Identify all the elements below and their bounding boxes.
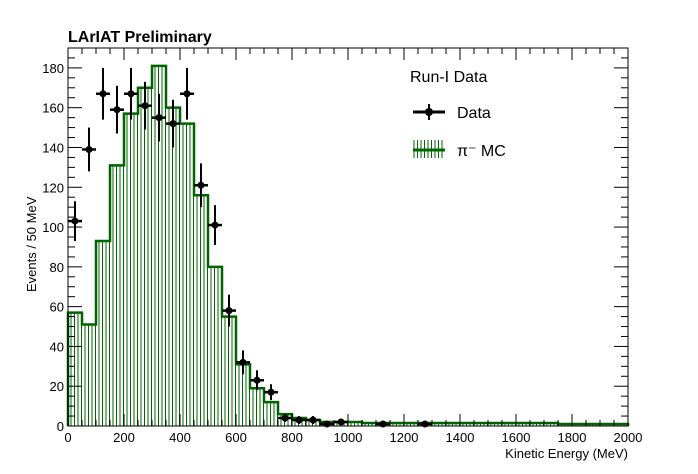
mc-bin-21 xyxy=(362,423,376,426)
data-point-20 xyxy=(376,420,390,428)
data-point-19 xyxy=(334,418,348,426)
data-point-16 xyxy=(292,416,306,425)
x-tick-label: 400 xyxy=(169,430,191,445)
data-point-marker xyxy=(71,217,79,225)
data-point-2 xyxy=(96,67,110,120)
x-tick-label: 1200 xyxy=(390,430,419,445)
data-point-8 xyxy=(180,67,194,120)
mc-bin-13 xyxy=(250,388,264,426)
mc-bin-10 xyxy=(208,266,222,426)
mc-bin-4 xyxy=(124,113,138,426)
x-tick-label: 1600 xyxy=(502,430,531,445)
data-point-13 xyxy=(250,370,264,391)
mc-bin-7 xyxy=(166,107,180,427)
x-axis-title: Kinetic Energy (MeV) xyxy=(505,446,628,461)
data-point-marker xyxy=(309,416,317,424)
data-point-marker xyxy=(169,120,177,128)
y-tick-label: 0 xyxy=(57,419,64,434)
data-point-15 xyxy=(278,414,292,423)
mc-bin-24 xyxy=(404,423,418,426)
chart-title: LArIAT Preliminary xyxy=(68,29,212,46)
data-point-0 xyxy=(68,201,82,241)
mc-bin-26 xyxy=(432,423,558,426)
mc-bin-1 xyxy=(82,324,96,426)
data-point-marker xyxy=(337,418,345,426)
x-axis: 0 200 400 600 800 1000 1200 1400 1600 1800 2000 xyxy=(64,48,642,445)
data-point-marker xyxy=(183,90,191,98)
x-tick-label: 2000 xyxy=(614,430,643,445)
data-point-marker xyxy=(295,416,303,424)
data-point-marker xyxy=(225,307,233,315)
data-point-marker xyxy=(113,106,121,114)
data-point-marker xyxy=(99,90,107,98)
mc-bin-12 xyxy=(236,364,250,426)
data-point-3 xyxy=(110,85,124,134)
y-tick-label: 20 xyxy=(50,379,64,394)
data-point-1 xyxy=(82,127,96,172)
legend-data-marker xyxy=(425,108,433,116)
legend-data-label: Data xyxy=(457,105,491,122)
data-points xyxy=(68,67,432,428)
data-point-marker xyxy=(253,376,261,384)
data-point-14 xyxy=(264,384,278,401)
data-point-12 xyxy=(236,350,250,375)
x-tick-label: 1800 xyxy=(558,430,587,445)
legend-header: Run-I Data xyxy=(410,69,487,86)
y-tick-label: 80 xyxy=(50,260,64,275)
mc-bin-0 xyxy=(68,312,82,426)
y-tick-label: 60 xyxy=(50,300,64,315)
data-point-marker xyxy=(85,145,93,153)
y-tick-label: 40 xyxy=(50,339,64,354)
y-tick-label: 160 xyxy=(42,101,64,116)
data-point-10 xyxy=(208,205,222,245)
data-point-marker xyxy=(267,388,275,396)
x-tick-label: 800 xyxy=(281,430,303,445)
y-axis: 0 20 40 60 80 100 120 140 160 180 xyxy=(42,47,628,434)
data-point-5 xyxy=(138,81,152,130)
mc-bin-9 xyxy=(194,195,208,426)
data-point-marker xyxy=(211,221,219,229)
data-point-marker xyxy=(197,181,205,189)
data-point-marker xyxy=(141,102,149,110)
data-point-marker xyxy=(155,114,163,122)
mc-histogram xyxy=(66,64,630,427)
legend-entry-data: Data xyxy=(413,104,491,122)
x-tick-label: 200 xyxy=(113,430,135,445)
data-point-marker xyxy=(281,414,289,422)
mc-bin-14 xyxy=(264,402,278,426)
mc-bin-2 xyxy=(96,240,110,426)
data-point-marker xyxy=(239,358,247,366)
data-point-11 xyxy=(222,294,236,327)
legend: Run-I Data Data π⁻ MC xyxy=(410,69,506,160)
legend-entry-mc: π⁻ MC xyxy=(413,140,506,160)
y-tick-label: 120 xyxy=(42,180,64,195)
mc-bin-3 xyxy=(110,165,124,426)
y-axis-title: Events / 50 MeV xyxy=(24,196,39,292)
x-tick-label: 0 xyxy=(64,430,71,445)
mc-bin-23 xyxy=(390,423,404,426)
data-point-7 xyxy=(166,99,180,148)
data-point-marker xyxy=(127,90,135,98)
mc-bin-6 xyxy=(152,65,166,426)
data-point-6 xyxy=(152,93,166,142)
mc-bin-20 xyxy=(348,422,362,426)
mc-bin-5 xyxy=(138,87,152,426)
data-point-9 xyxy=(194,163,208,208)
mc-bin-8 xyxy=(180,123,194,426)
mc-bin-11 xyxy=(222,316,236,426)
data-point-4 xyxy=(124,67,138,120)
legend-mc-label: π⁻ MC xyxy=(457,143,506,160)
mc-outline xyxy=(66,64,630,426)
y-tick-label: 180 xyxy=(42,61,64,76)
y-tick-label: 100 xyxy=(42,220,64,235)
x-tick-label: 1000 xyxy=(334,430,363,445)
x-tick-label: 600 xyxy=(225,430,247,445)
x-tick-label: 1400 xyxy=(446,430,475,445)
data-point-17 xyxy=(306,416,320,425)
y-tick-label: 140 xyxy=(42,140,64,155)
